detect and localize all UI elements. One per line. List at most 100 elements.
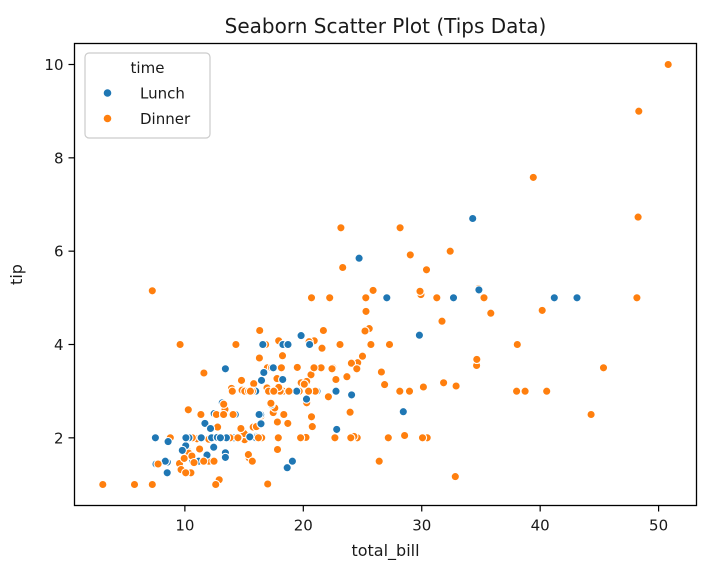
scatter-point <box>327 364 337 374</box>
scatter-point <box>292 386 302 396</box>
scatter-point <box>376 367 387 377</box>
scatter-point <box>247 456 257 466</box>
scatter-point <box>361 306 371 317</box>
scatter-point <box>299 379 309 389</box>
scatter-point <box>414 330 425 340</box>
scatter-point <box>273 433 283 443</box>
scatter-point <box>317 343 327 353</box>
scatter-point <box>256 375 267 386</box>
scatter-point <box>162 468 172 478</box>
scatter-point <box>228 409 238 420</box>
scatter-point <box>417 433 428 443</box>
scatter-point <box>374 456 384 466</box>
scatter-point <box>468 213 478 224</box>
scatter-point <box>200 418 210 429</box>
scatter-point <box>338 262 348 273</box>
scatter-point <box>303 386 314 396</box>
scatter-point <box>379 379 390 390</box>
scatter-point <box>129 479 140 490</box>
scatter-point <box>306 293 317 303</box>
scatter-point <box>511 386 522 396</box>
scatter-point <box>189 457 199 468</box>
scatter-point <box>231 339 241 350</box>
scatter-point <box>147 286 157 296</box>
scatter-point <box>254 409 264 420</box>
scatter-point <box>421 265 432 275</box>
points-layer <box>98 59 673 490</box>
scatter-point <box>346 433 356 443</box>
y-tick-label: 8 <box>54 149 64 167</box>
scatter-point <box>218 409 229 420</box>
scatter-point <box>283 339 293 350</box>
chart-title: Seaborn Scatter Plot (Tips Data) <box>225 14 547 38</box>
scatter-point <box>199 368 209 378</box>
scatter-point <box>220 452 231 463</box>
scatter-point <box>368 285 378 296</box>
scatter-point <box>296 330 306 341</box>
scatter-point <box>177 445 187 456</box>
x-tick-label: 30 <box>412 517 431 535</box>
scatter-point <box>586 409 596 420</box>
scatter-point <box>632 293 642 303</box>
scatter-point <box>269 386 279 396</box>
scatter-point <box>366 339 376 350</box>
scatter-point <box>278 374 288 385</box>
scatter-point <box>331 374 341 385</box>
scatter-point <box>382 293 392 303</box>
scatter-point <box>254 353 265 363</box>
scatter-point <box>336 223 346 233</box>
y-tick-label: 6 <box>54 243 64 261</box>
scatter-point <box>233 433 243 443</box>
scatter-point <box>277 351 288 361</box>
scatter-point <box>542 386 552 396</box>
scatter-point <box>335 339 345 350</box>
scatter-point <box>332 424 342 435</box>
scatter-point <box>263 479 273 489</box>
scatter-point <box>292 362 302 373</box>
scatter-point <box>256 419 266 429</box>
scatter-point <box>384 339 395 350</box>
scatter-point <box>537 305 547 316</box>
scatter-point <box>512 339 522 350</box>
scatter-point <box>472 354 482 365</box>
scatter-point <box>404 386 415 396</box>
scatter-point <box>209 456 219 466</box>
scatter-point <box>306 412 317 422</box>
scatter-point <box>549 293 559 303</box>
legend-box <box>84 52 211 139</box>
scatter-point <box>346 390 357 400</box>
scatter-point <box>318 325 329 336</box>
scatter-point <box>572 293 582 303</box>
scatter-point <box>634 106 644 116</box>
scatter-point <box>245 386 256 396</box>
scatter-point <box>330 433 340 443</box>
x-axis-label: total_bill <box>351 541 419 561</box>
scatter-point <box>150 433 161 443</box>
scatter-point <box>345 407 355 417</box>
scatter-point <box>196 433 206 443</box>
scatter-point <box>405 250 415 260</box>
scatter-point <box>360 326 370 336</box>
y-axis-label: tip <box>7 264 26 285</box>
x-tick-label: 20 <box>294 517 313 535</box>
y-tick-label: 2 <box>54 429 64 447</box>
scatter-point <box>179 453 189 464</box>
scatter-point <box>194 444 205 454</box>
scatter-point <box>450 471 460 482</box>
scatter-point <box>215 433 226 443</box>
scatter-point <box>395 386 405 396</box>
scatter-point <box>357 351 368 361</box>
scatter-point <box>361 293 371 303</box>
scatter-point <box>199 456 209 466</box>
y-tick-label: 10 <box>44 56 63 74</box>
legend: time Lunch Dinner <box>84 52 211 139</box>
scatter-point <box>418 382 429 392</box>
scatter-point <box>323 392 334 402</box>
scatter-point <box>438 378 449 388</box>
legend-item-label: Lunch <box>140 85 185 103</box>
scatter-point <box>354 253 364 263</box>
legend-item-label: Dinner <box>140 110 191 128</box>
scatter-point <box>663 59 673 70</box>
